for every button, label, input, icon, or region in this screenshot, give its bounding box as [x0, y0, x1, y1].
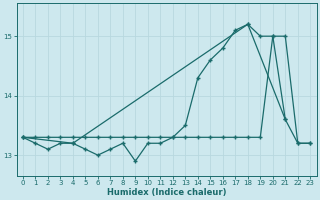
X-axis label: Humidex (Indice chaleur): Humidex (Indice chaleur)	[107, 188, 226, 197]
